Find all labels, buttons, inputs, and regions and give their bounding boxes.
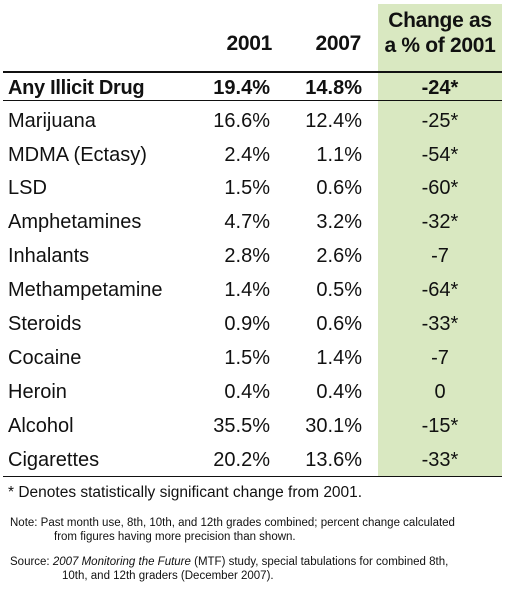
header-change-line1: Change as [388,9,492,32]
table-row: LSD 1.5% 0.6% -60* [0,172,507,206]
table-row: MDMA (Ectasy) 2.4% 1.1% -54* [0,139,507,173]
source-text: Source: 2007 Monitoring the Future (MTF)… [10,556,502,583]
row-change: -7 [431,347,449,369]
header-2001: 2001 [226,32,272,55]
row-label: Steroids [8,313,82,335]
row-change: -7 [431,245,449,267]
row-value-2007: 1.4% [316,347,362,369]
first-row-divider [3,100,502,101]
note-line2: from figures having more precision than … [54,530,296,543]
change-column-highlight [378,4,502,477]
header-2007: 2007 [315,32,361,55]
row-label: Alcohol [8,415,74,437]
row-value-2001: 35.5% [213,415,270,437]
row-value-2001: 0.4% [224,381,270,403]
row-value-2007: 2.6% [316,245,362,267]
row-change: -54* [421,144,459,166]
row-value-2001: 2.4% [224,144,270,166]
row-change: -60* [421,177,459,199]
row-value-2007: 1.1% [316,144,362,166]
row-value-2001: 1.5% [224,347,270,369]
row-value-2007: 0.6% [316,177,362,199]
row-value-2007: 0.4% [316,381,362,403]
row-change: -64* [421,279,459,301]
row-value-2007: 0.6% [316,313,362,335]
row-value-2001: 20.2% [213,449,270,471]
row-label: Amphetamines [8,211,142,233]
table-row: Methampetamine 1.4% 0.5% -64* [0,274,507,308]
row-change: -24* [421,77,459,99]
row-value-2001: 0.9% [224,313,270,335]
header-change-line2: a % of 2001 [384,34,496,57]
row-value-2007: 13.6% [305,449,362,471]
table-row: Alcohol 35.5% 30.1% -15* [0,410,507,444]
source-title: 2007 Monitoring the Future [52,556,191,568]
row-label: Cocaine [8,347,82,369]
row-change: -33* [421,313,459,335]
table-row: Cocaine 1.5% 1.4% -7 [0,342,507,376]
row-value-2001: 19.4% [213,77,270,99]
row-value-2001: 1.5% [224,177,270,199]
row-value-2007: 3.2% [316,211,362,233]
table-row: Inhalants 2.8% 2.6% -7 [0,240,507,274]
table-row: Amphetamines 4.7% 3.2% -32* [0,206,507,240]
row-value-2007: 30.1% [305,415,362,437]
row-label: LSD [8,177,47,199]
note-text: Note: Past month use, 8th, 10th, and 12t… [10,517,502,544]
row-value-2001: 4.7% [224,211,270,233]
row-label: Any Illicit Drug [8,77,145,99]
row-label: Cigarettes [8,449,100,471]
row-change: -15* [421,415,459,437]
row-change: -33* [421,449,459,471]
row-change: -25* [421,110,459,132]
source-prefix: Source: [10,556,53,568]
row-label: Inhalants [8,245,90,267]
row-value-2001: 2.8% [224,245,270,267]
table-bottom-rule [3,476,502,477]
row-value-2001: 16.6% [213,110,270,132]
row-label: MDMA (Ectasy) [8,144,147,166]
row-label: Heroin [8,381,67,403]
row-value-2007: 14.8% [305,77,362,99]
table-row: Cigarettes 20.2% 13.6% -33* [0,444,507,478]
row-label: Marijuana [8,110,96,132]
note-line1: Note: Past month use, 8th, 10th, and 12t… [10,517,455,529]
table-row: Steroids 0.9% 0.6% -33* [0,308,507,342]
header-change: Change as a % of 2001 [380,8,500,58]
header-rule [3,71,502,73]
table-row: Any Illicit Drug 19.4% 14.8% -24* [0,72,507,106]
source-line2: 10th, and 12th graders (December 2007). [62,569,274,582]
row-label: Methampetamine [8,279,163,301]
table-row: Heroin 0.4% 0.4% 0 [0,376,507,410]
row-change: 0 [434,381,446,403]
row-change: -32* [421,211,459,233]
table-row: Marijuana 16.6% 12.4% -25* [0,105,507,139]
significance-footnote: * Denotes statistically significant chan… [8,484,363,501]
source-rest: (MTF) study, special tabulations for com… [190,556,449,568]
row-value-2007: 12.4% [305,110,362,132]
row-value-2007: 0.5% [316,279,362,301]
row-value-2001: 1.4% [224,279,270,301]
